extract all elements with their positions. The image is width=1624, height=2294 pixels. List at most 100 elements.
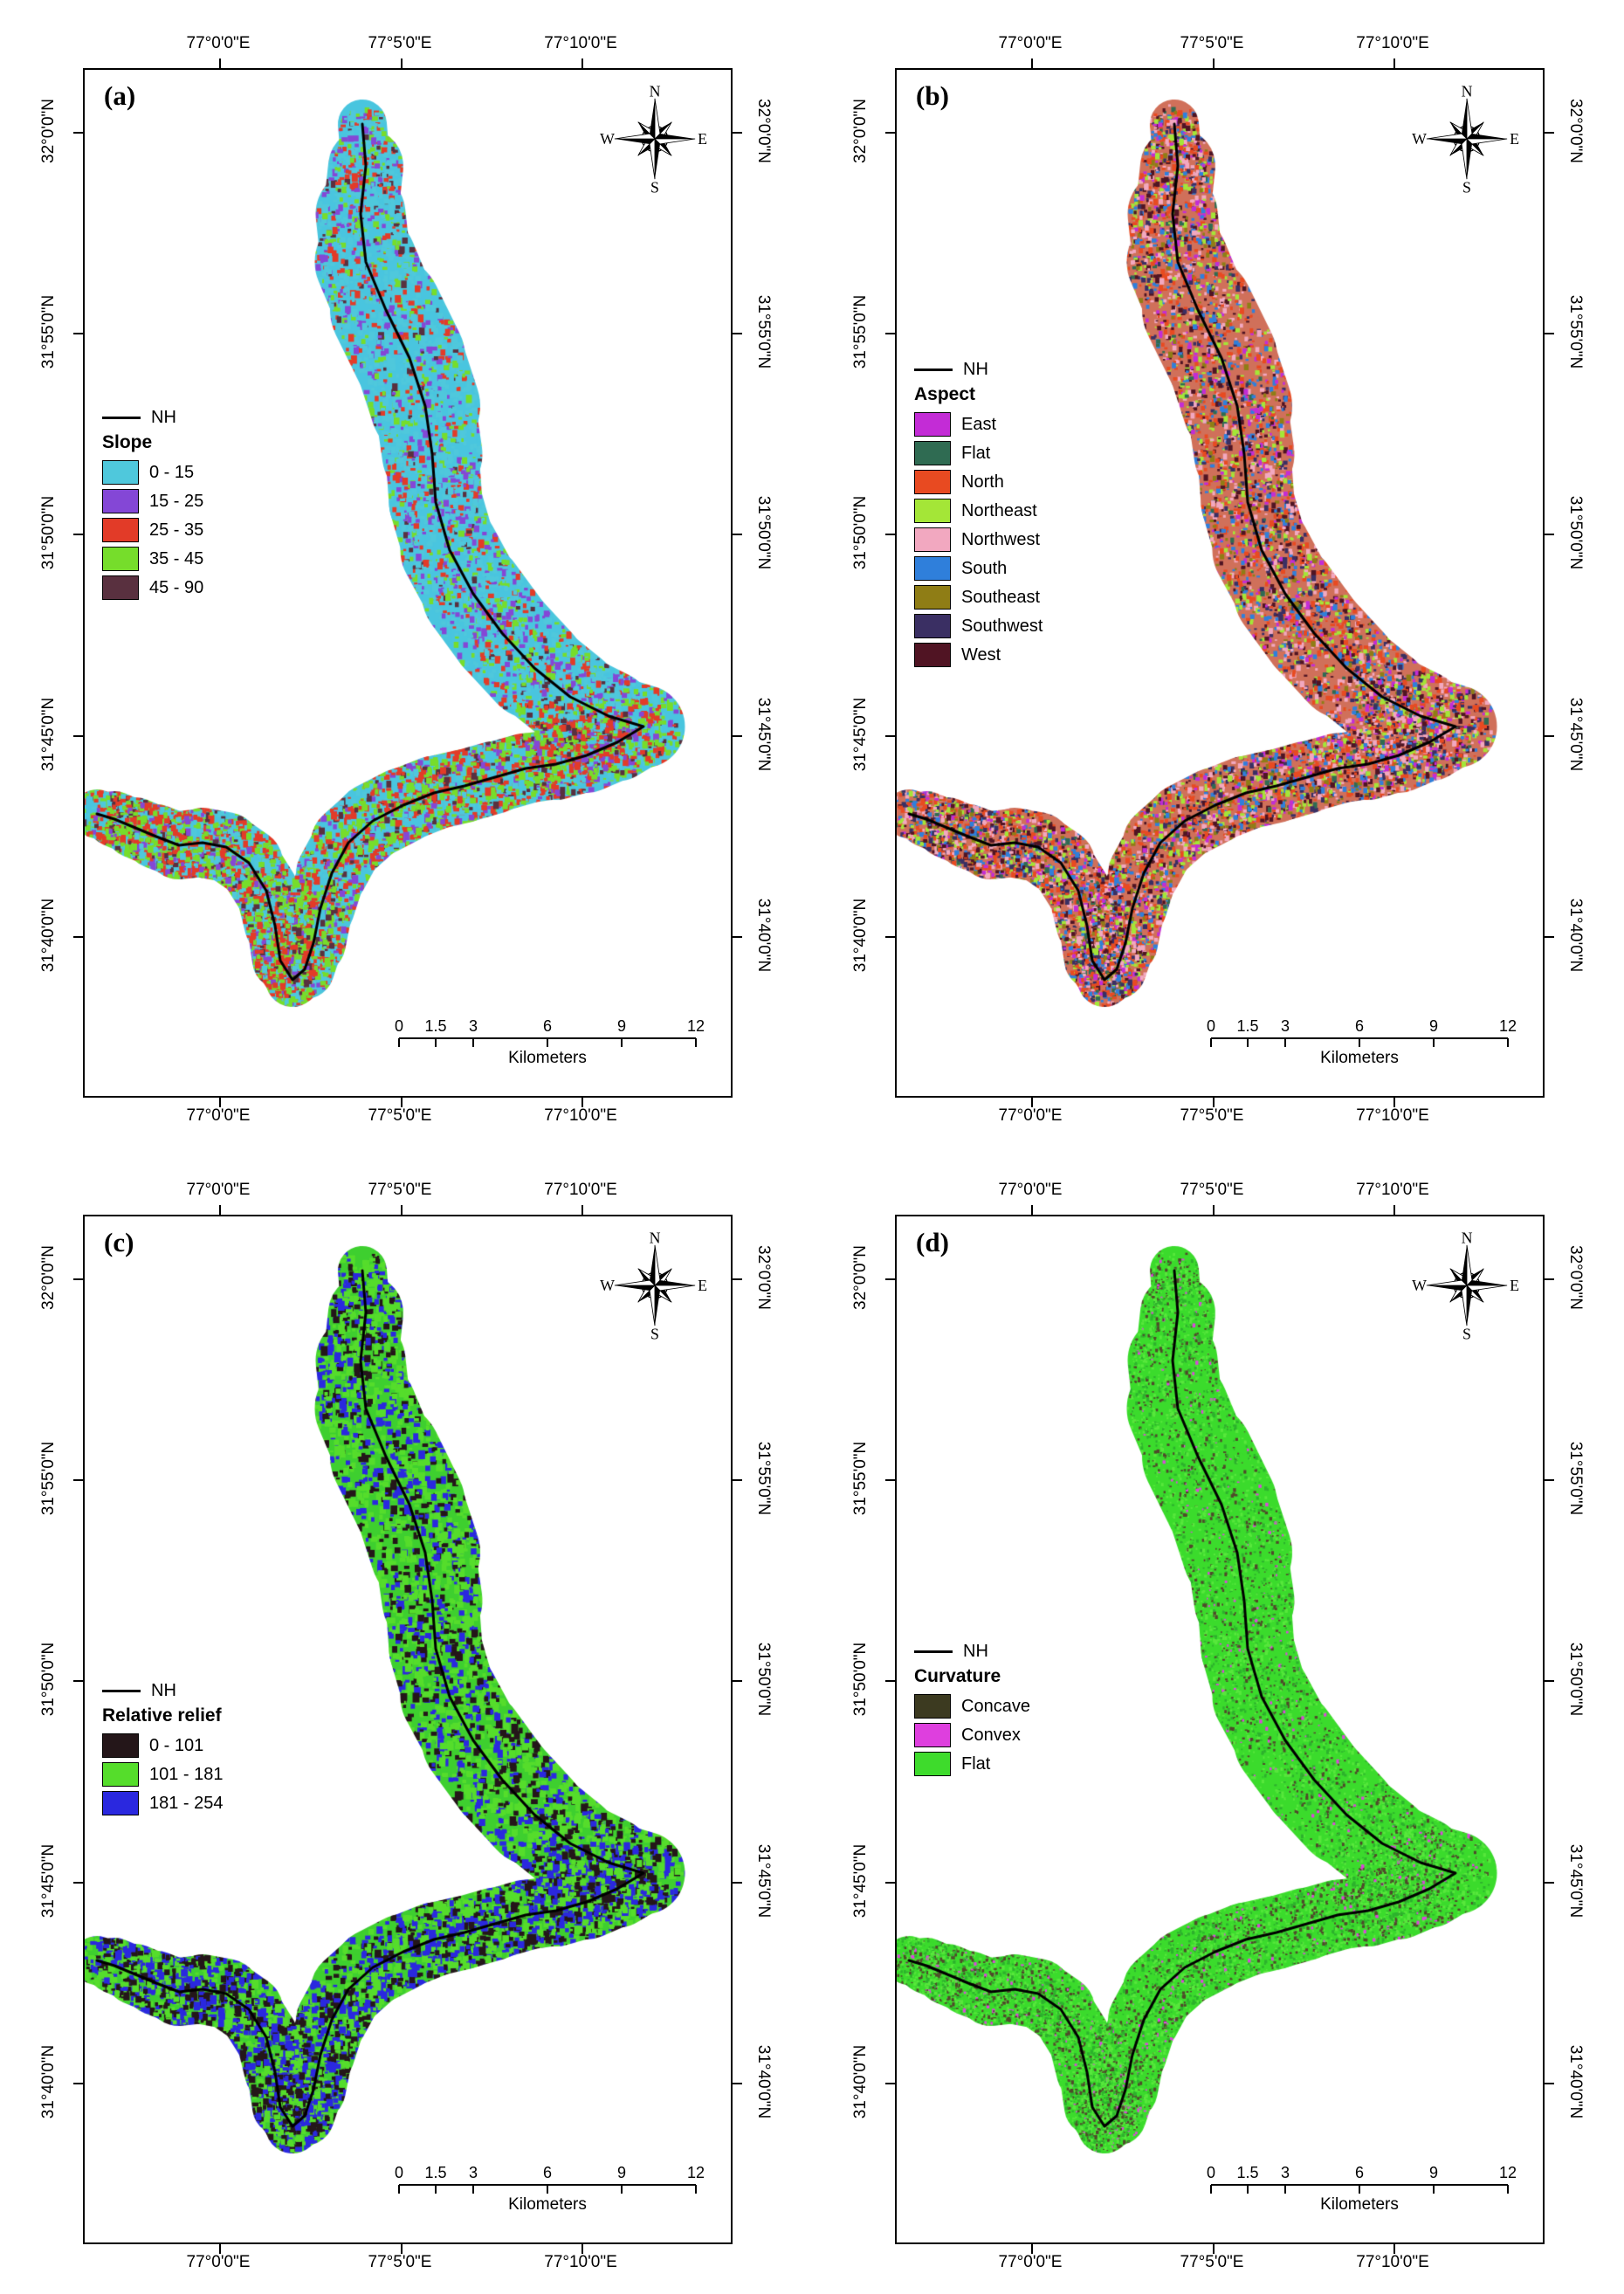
map-frame: (b) N E S W NH Aspect East Flat North No…	[895, 68, 1545, 1098]
legend-swatch	[102, 1791, 139, 1815]
lon-label: 77°0'0"E	[999, 1181, 1063, 1200]
frame-tick	[885, 132, 897, 134]
scale-tick-label: 3	[1281, 1017, 1290, 1035]
frame-tick	[1543, 1680, 1554, 1682]
legend-label: West	[961, 645, 1001, 665]
frame-tick	[731, 333, 742, 334]
compass-s: S	[1462, 179, 1471, 196]
frame-tick	[1543, 333, 1554, 334]
figure-grid: 77°0'0"E 77°5'0"E 77°10'0"E 77°0'0"E 77°…	[0, 0, 1624, 2294]
frame-tick	[73, 1680, 85, 1682]
legend-item: Concave	[914, 1694, 1030, 1719]
legend-item: Northeast	[914, 499, 1043, 523]
nh-label: NH	[963, 1642, 988, 1662]
frame-tick	[885, 1680, 897, 1682]
scale-tick-label: 0	[1207, 1017, 1215, 1035]
frame-tick	[1543, 1479, 1554, 1481]
compass-n: N	[650, 82, 661, 100]
scale-unit-label: Kilometers	[508, 1049, 587, 1067]
frame-tick	[1213, 1205, 1215, 1216]
frame-tick	[885, 333, 897, 334]
legend-swatch	[102, 518, 139, 542]
lat-label: 31°40'0"N	[851, 2045, 870, 2119]
legend-label: 101 - 181	[149, 1765, 224, 1785]
lat-label: 31°40'0"N	[39, 899, 58, 973]
lon-label: 77°10'0"E	[544, 1181, 616, 1200]
legend-label: South	[961, 559, 1007, 579]
lat-label: 31°50'0"N	[39, 1643, 58, 1717]
lat-label: 31°40'0"N	[754, 899, 773, 973]
frame-tick	[581, 1096, 583, 1107]
lon-label: 77°5'0"E	[368, 1106, 432, 1126]
frame-tick	[401, 1096, 403, 1107]
lat-label: 31°45'0"N	[851, 698, 870, 772]
compass-rose-icon: N E S W	[1410, 1229, 1524, 1342]
frame-tick	[581, 1205, 583, 1216]
frame-tick	[885, 1278, 897, 1280]
compass-e: E	[698, 1277, 707, 1294]
lon-label: 77°10'0"E	[544, 34, 616, 53]
scale-tick-label: 12	[1499, 1017, 1517, 1035]
legend-item: 15 - 25	[102, 489, 203, 513]
legend-item: 0 - 15	[102, 460, 203, 485]
lat-label: 32°0'0"N	[1566, 1245, 1585, 1310]
frame-tick	[1393, 2242, 1395, 2254]
legend-swatch	[102, 1762, 139, 1787]
lat-label: 31°50'0"N	[39, 496, 58, 570]
legend-swatch	[914, 585, 951, 610]
scale-unit-label: Kilometers	[508, 2195, 587, 2214]
frame-tick	[885, 735, 897, 737]
frame-tick	[219, 1096, 221, 1107]
legend-swatch	[914, 441, 951, 465]
lat-label: 31°55'0"N	[851, 1442, 870, 1516]
compass-s: S	[650, 179, 659, 196]
legend-title: Curvature	[914, 1666, 1030, 1687]
legend: NH Relative relief 0 - 101 101 - 181 181…	[102, 1679, 224, 1820]
lon-label: 77°0'0"E	[187, 34, 251, 53]
legend-swatch	[914, 527, 951, 552]
compass-e: E	[1510, 130, 1519, 148]
lon-label: 77°0'0"E	[187, 1106, 251, 1126]
legend-swatch	[914, 470, 951, 494]
frame-tick	[73, 333, 85, 334]
scale-tick-label: 3	[469, 1017, 478, 1035]
frame-tick	[1543, 534, 1554, 535]
frame-tick	[219, 2242, 221, 2254]
lon-label: 77°0'0"E	[187, 1181, 251, 1200]
legend-swatch	[914, 499, 951, 523]
lon-label: 77°10'0"E	[1356, 34, 1428, 53]
frame-tick	[73, 1479, 85, 1481]
lat-label: 31°55'0"N	[851, 295, 870, 369]
frame-tick	[1213, 1096, 1215, 1107]
frame-tick	[1213, 59, 1215, 70]
nh-line-symbol	[914, 1650, 953, 1653]
legend-item: West	[914, 643, 1043, 667]
scale-unit-label: Kilometers	[1320, 2195, 1399, 2214]
legend-item: South	[914, 556, 1043, 581]
frame-tick	[401, 2242, 403, 2254]
panel-letter: (d)	[916, 1227, 949, 1258]
scale-tick-label: 6	[543, 2164, 552, 2181]
legend-nh: NH	[914, 358, 1043, 381]
scale-tick-label: 0	[395, 1017, 403, 1035]
frame-tick	[731, 132, 742, 134]
legend-swatch	[914, 412, 951, 437]
frame-tick	[1031, 1096, 1033, 1107]
lat-label: 31°50'0"N	[1566, 1643, 1585, 1717]
lat-label: 31°55'0"N	[754, 1442, 773, 1516]
compass-w: W	[1412, 1277, 1427, 1294]
nh-line-symbol	[102, 1690, 141, 1692]
legend-swatch	[102, 575, 139, 600]
legend-swatch	[914, 1694, 951, 1719]
frame-tick	[73, 735, 85, 737]
nh-line-symbol	[102, 417, 141, 419]
legend-swatch	[102, 547, 139, 571]
legend-label: 15 - 25	[149, 492, 203, 512]
frame-tick	[73, 534, 85, 535]
compass-s: S	[650, 1326, 659, 1342]
scale-tick-label: 0	[1207, 2164, 1215, 2181]
lon-label: 77°5'0"E	[368, 2253, 432, 2272]
legend-title: Slope	[102, 432, 203, 453]
lat-label: 31°45'0"N	[1566, 698, 1585, 772]
lon-label: 77°10'0"E	[1356, 1181, 1428, 1200]
